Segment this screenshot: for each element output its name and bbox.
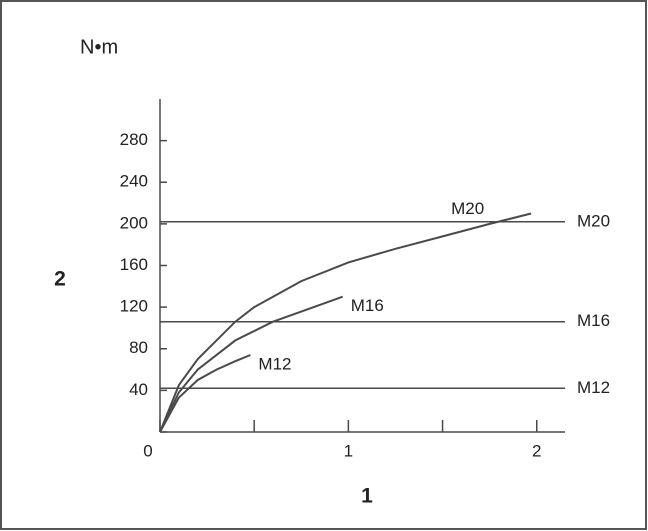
x-tick-label: 2 bbox=[532, 441, 541, 460]
y-tick-label: 240 bbox=[120, 172, 148, 191]
y-tick-label: 120 bbox=[120, 297, 148, 316]
x-tick-label: 1 bbox=[344, 441, 353, 460]
y-unit: N•m bbox=[80, 36, 118, 58]
y-tick-label: 40 bbox=[129, 380, 148, 399]
y-tick-label: 80 bbox=[129, 338, 148, 357]
x-label: 1 bbox=[361, 485, 373, 508]
y-tick-label: 160 bbox=[120, 255, 148, 274]
curve-label: M20 bbox=[451, 199, 484, 218]
reference-label: M20 bbox=[577, 211, 610, 230]
y-tick-label: 280 bbox=[120, 130, 148, 149]
reference-label: M12 bbox=[577, 378, 610, 397]
reference-label: M16 bbox=[577, 311, 610, 330]
curve-label: M12 bbox=[258, 354, 291, 373]
curve bbox=[159, 354, 251, 433]
x-tick-label: 0 bbox=[143, 441, 152, 460]
y-label: 2 bbox=[54, 268, 66, 291]
curve bbox=[159, 295, 344, 433]
curve bbox=[159, 212, 532, 433]
y-tick-label: 200 bbox=[120, 213, 148, 232]
curve-label: M16 bbox=[351, 296, 384, 315]
